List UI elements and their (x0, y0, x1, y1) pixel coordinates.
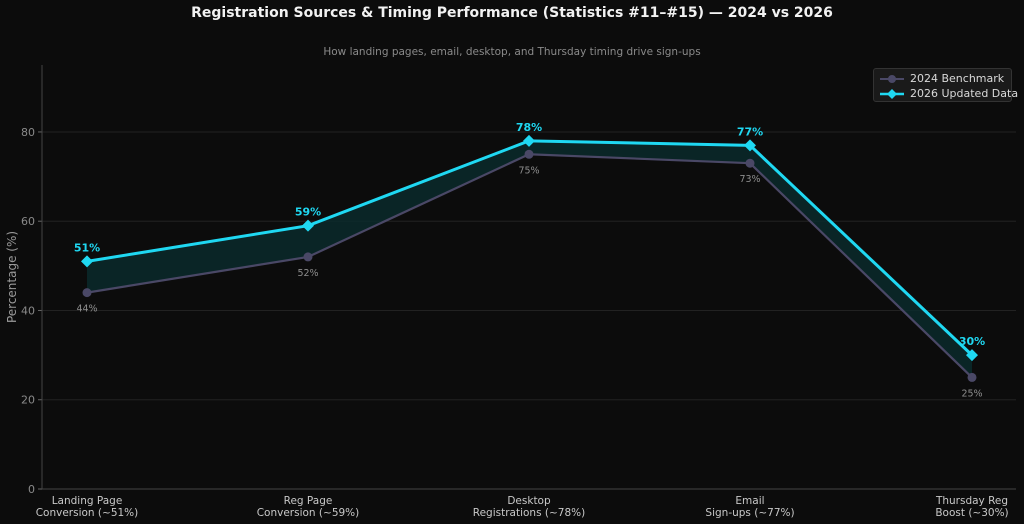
data-label-2026-3: 77% (737, 125, 763, 138)
point-2024-1 (303, 252, 313, 262)
x-tick-label-2: Desktop Registrations (~78%) (473, 495, 585, 519)
data-label-2026-2: 78% (516, 121, 542, 134)
y-tick-label-0: 0 (28, 483, 35, 496)
data-label-2024-1: 52% (297, 268, 318, 279)
legend-label-2026: 2026 Updated Data (910, 87, 1019, 100)
point-2026-2 (523, 134, 535, 147)
data-label-2024-0: 44% (76, 304, 97, 315)
chart-subtitle: How landing pages, email, desktop, and T… (323, 46, 701, 58)
fill-between-area (87, 140, 972, 378)
point-2024-3 (745, 158, 755, 168)
chart-title: Registration Sources & Timing Performanc… (191, 5, 833, 21)
y-tick-label-80: 80 (21, 126, 35, 139)
y-tick-label-20: 20 (21, 394, 35, 407)
point-2024-2 (524, 149, 534, 159)
point-2026-4 (966, 349, 978, 362)
data-label-2024-4: 25% (961, 388, 982, 399)
x-tick-label-4: Thursday Reg Boost (~30%) (935, 495, 1009, 519)
data-labels: 44% 52% 75% 73% 25% 51% 59% 78% 77% 30% (74, 121, 985, 400)
data-label-2026-0: 51% (74, 241, 100, 254)
point-2024-0 (82, 288, 92, 298)
x-tick-label-1: Reg Page Conversion (~59%) (257, 495, 360, 519)
data-label-2026-4: 30% (959, 335, 985, 348)
x-tick-label-3: Email Sign-ups (~77%) (705, 495, 794, 519)
grid-lines (42, 131, 1016, 401)
fill-between-2024-2026 (87, 140, 972, 378)
data-label-2024-3: 73% (739, 174, 760, 185)
legend-item-2026: 2026 Updated Data (880, 86, 1018, 101)
legend: 2024 Benchmark 2026 Updated Data (873, 68, 1018, 102)
y-tick-label-40: 40 (21, 304, 35, 317)
series-lines (81, 134, 978, 382)
legend-swatch-2024 (880, 74, 904, 83)
y-axis-label: Percentage (%) (5, 231, 19, 323)
point-2026-3 (744, 139, 756, 152)
x-tick-label-0: Landing Page Conversion (~51%) (36, 495, 139, 519)
legend-label-2024: 2024 Benchmark (910, 72, 1005, 85)
legend-item-2024: 2024 Benchmark (880, 71, 1005, 86)
data-label-2024-2: 75% (518, 165, 539, 176)
axes: 0 20 40 60 80 Percentage (%) Landing Page Conve… (5, 65, 1016, 519)
point-2026-0 (81, 255, 93, 268)
point-2026-1 (302, 219, 314, 232)
y-tick-label-60: 60 (21, 215, 35, 228)
legend-swatch-2026 (880, 88, 904, 99)
point-2024-4 (967, 372, 977, 382)
data-label-2026-1: 59% (295, 206, 321, 219)
